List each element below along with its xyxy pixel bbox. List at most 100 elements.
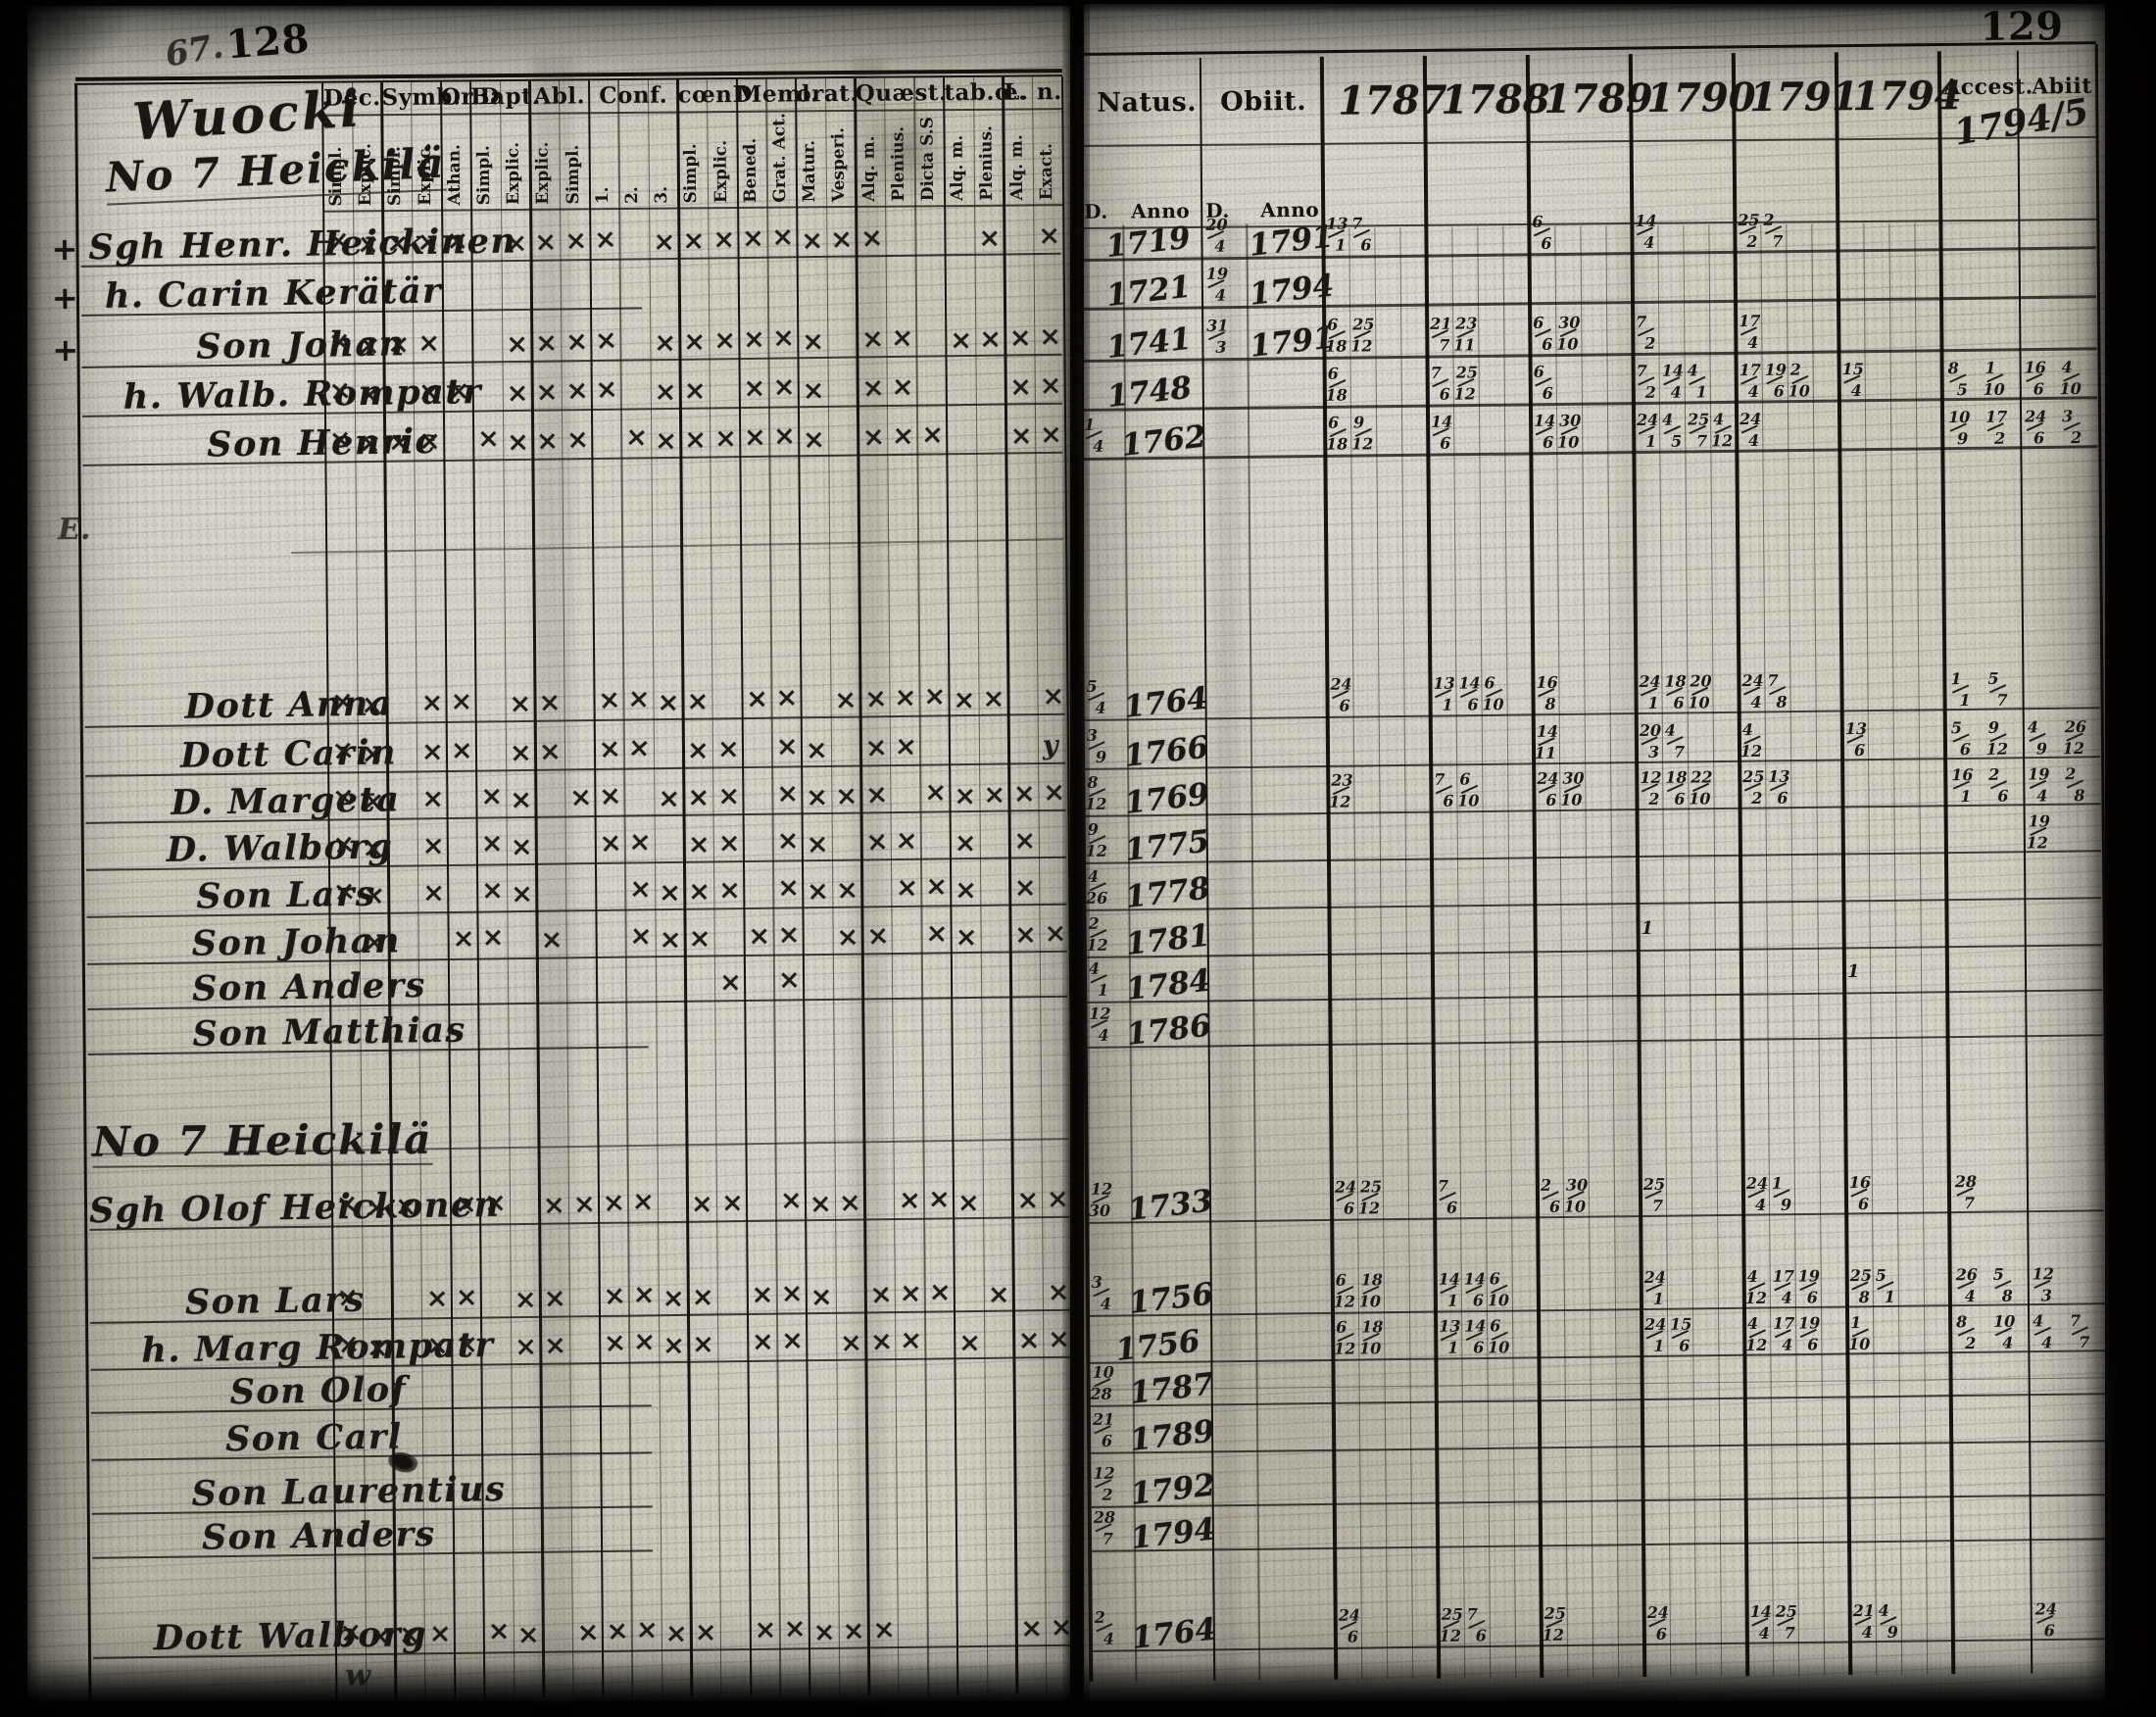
communion-x-mark: ×	[480, 828, 504, 859]
communion-x-mark: ×	[631, 1186, 656, 1218]
communion-x-mark: ×	[1038, 320, 1062, 353]
obiit-day-value-part: 31	[1206, 316, 1229, 335]
communion-x-mark: ×	[365, 1192, 389, 1224]
year-cell-value-part: 7	[1767, 670, 1779, 690]
sub-column-label: Athan.	[444, 144, 465, 206]
abiit-cell-value: 12 3	[2033, 1264, 2054, 1304]
communion-x-mark: ×	[1013, 825, 1037, 857]
natus-day-value: 9 12	[1086, 820, 1107, 860]
abiit-cell-value: 16 6	[2025, 358, 2046, 398]
communion-x-mark: ×	[336, 1328, 362, 1361]
year-cell-value-part: 4	[1712, 410, 1725, 429]
communion-x-mark: ×	[387, 328, 412, 361]
margin-scrawl: E.	[57, 512, 91, 548]
communion-x-mark: ×	[538, 687, 563, 719]
communion-x-mark: ×	[421, 830, 445, 862]
communion-x-mark: ×	[920, 418, 945, 451]
communion-x-mark: ×	[361, 738, 385, 770]
accest-cell-value-part: 16	[1951, 765, 1974, 785]
communion-x-mark: ×	[775, 778, 800, 809]
communion-x-mark: ×	[356, 228, 381, 261]
communion-x-mark: ×	[481, 922, 505, 954]
communion-x-mark: ×	[1017, 1325, 1041, 1356]
communion-x-mark: ×	[1014, 919, 1037, 951]
communion-x-mark: ×	[862, 682, 888, 715]
sub-column-label: 1.	[592, 186, 612, 205]
year-cell-value-part: 5	[1671, 431, 1683, 451]
communion-x-mark: ×	[716, 781, 740, 812]
year-cell-value: 19 6	[1798, 1313, 1820, 1353]
year-cell-value-part: 13	[1844, 718, 1868, 739]
communion-x-mark: ×	[542, 1190, 566, 1222]
year-cell-value-part: 18	[1361, 1317, 1384, 1337]
communion-x-mark: ×	[771, 322, 796, 354]
communion-x-mark: ×	[893, 730, 918, 763]
communion-x-mark: ×	[860, 420, 886, 454]
year-cell-value-part: 21	[1430, 314, 1452, 333]
year-cell-value: 24 4	[1746, 1174, 1768, 1214]
year-cell-value-part: 18	[1360, 1270, 1384, 1290]
sub-column-label: 2.	[621, 186, 643, 205]
year-cell-value-part: 10	[1688, 693, 1710, 712]
grid-line-vertical	[587, 80, 605, 1698]
communion-x-mark: ×	[624, 421, 649, 454]
natus-day-value-part: 1	[1084, 415, 1096, 434]
year-cell-value-part: 4	[1878, 1600, 1889, 1620]
natus-day-value: 2 12	[1086, 914, 1107, 955]
communion-x-mark: ×	[593, 324, 618, 358]
communion-x-mark: ×	[514, 1331, 538, 1363]
communion-x-mark: ×	[538, 736, 563, 768]
communion-x-mark: ×	[598, 780, 622, 813]
natus-day-value-part: 7	[1102, 1529, 1114, 1548]
communion-x-mark: ×	[780, 1278, 804, 1309]
communion-x-mark: ×	[450, 686, 473, 717]
communion-x-mark: ×	[483, 1188, 507, 1219]
year-cell-value-part: 2	[1746, 231, 1758, 252]
communion-x-mark: ×	[506, 328, 529, 361]
year-cell-value-part: 24	[1739, 409, 1762, 429]
year-cell-value-part: 13	[1433, 673, 1455, 693]
abiit-cell-value-part: 6	[2034, 428, 2045, 448]
communion-x-mark: ×	[924, 870, 949, 903]
year-cell-value-part: 23	[1331, 770, 1353, 790]
year-cell-value: 6 10	[1457, 770, 1480, 810]
communion-x-mark: ×	[954, 827, 978, 859]
year-cell-value-part: 20	[1690, 671, 1712, 691]
communion-x-mark: ×	[895, 871, 919, 905]
natus-day-value-part: 12	[1089, 1004, 1111, 1023]
grid-line-vertical	[1423, 55, 1441, 1679]
year-cell-value-part: 7	[1636, 312, 1647, 332]
year-cell-value-part: 6	[1542, 334, 1553, 354]
year-cell-value: 4 12	[1711, 410, 1733, 450]
communion-x-mark: ×	[602, 1327, 627, 1359]
abiit-cell-value: 19 4	[2028, 764, 2049, 805]
natus-day-value-part: 4	[1102, 1629, 1114, 1648]
communion-x-mark: ×	[988, 1279, 1010, 1310]
abiit-cell-value-part: 7	[2070, 1311, 2082, 1331]
year-cell-value-part: 4	[1748, 430, 1760, 451]
accest-cell-value-part: 2	[1994, 428, 2006, 448]
year-cell-value: 15 6	[1670, 1315, 1691, 1355]
abiit-cell-value: 19 12	[2027, 811, 2051, 852]
communion-x-mark: ×	[634, 1614, 660, 1646]
communion-x-mark: ×	[983, 779, 1006, 810]
accest-cell-value-part: 1	[1959, 691, 1971, 711]
sub-column-label: Simpl.	[384, 145, 406, 207]
year-cell-value-part: 10	[1457, 791, 1480, 810]
communion-x-mark: ×	[387, 426, 412, 459]
year-cell-value-part: 15	[1841, 359, 1864, 379]
abiit-cell-value-part: 4	[2033, 1311, 2044, 1331]
sub-column-label: Explic.	[532, 141, 554, 205]
communion-x-mark: ×	[1020, 1613, 1044, 1644]
communion-x-mark: ×	[543, 1283, 567, 1315]
obiit-day-value-part: 20	[1205, 215, 1228, 234]
year-cell-value-part: 1	[1645, 431, 1657, 451]
communion-x-mark: ×	[360, 689, 385, 721]
communion-x-mark: ×	[684, 424, 708, 456]
year-column-label: 1789	[1544, 74, 1653, 123]
year-cell-value-part: 4	[1661, 410, 1674, 429]
communion-x-mark: ×	[326, 224, 352, 258]
